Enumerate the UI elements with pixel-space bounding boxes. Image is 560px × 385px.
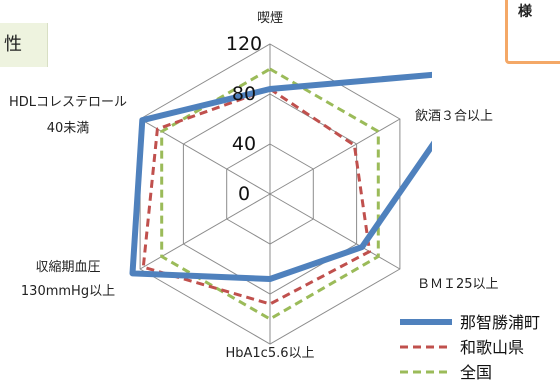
axis-label: 喫煙 — [257, 11, 283, 26]
axis-label: 収縮期血圧 — [35, 259, 100, 275]
side-tab-label: 性 — [4, 34, 22, 55]
series-line — [160, 67, 380, 321]
legend-label: 和歌山県 — [460, 338, 524, 357]
axis-label-line2: 40未満 — [47, 121, 90, 136]
axis-label: ＢＭＩ25以上 — [417, 277, 499, 292]
series-line — [129, 71, 432, 282]
tick-label: 0 — [238, 183, 250, 205]
grid-spoke — [139, 193, 271, 270]
legend-label: 全国 — [460, 363, 492, 382]
legend-label: 那智勝浦町 — [460, 313, 540, 332]
axis-label-line2: 130mmHg以上 — [21, 284, 115, 299]
corner-box: 様 — [505, 0, 560, 64]
series-line — [141, 87, 372, 306]
tick-label: 80 — [232, 83, 256, 105]
corner-box-label: 様 — [518, 4, 532, 20]
grid-spoke — [269, 118, 401, 195]
axis-label: 飲酒３合以上 — [415, 108, 493, 124]
tick-label: 120 — [226, 33, 262, 55]
axis-label: HDLコレステロール — [9, 95, 127, 110]
grid-spoke — [139, 118, 271, 195]
axis-label: HbA1c5.6以上 — [225, 346, 314, 361]
side-tab: 性 — [0, 23, 48, 67]
tick-label: 40 — [232, 133, 256, 155]
